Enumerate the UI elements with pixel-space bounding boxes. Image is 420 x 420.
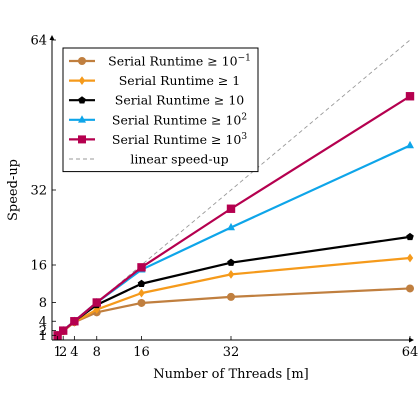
- data-point: [227, 269, 235, 279]
- legend-label-text: Serial Runtime ≥ 10: [108, 54, 238, 69]
- data-point: [406, 284, 414, 293]
- y-tick-label: 16: [30, 259, 47, 274]
- legend-entry-2: Serial Runtime ≥ 1: [69, 73, 240, 88]
- x-axis-label: Number of Threads [m]: [153, 367, 309, 382]
- x-tick-label: 1: [53, 345, 61, 360]
- legend-entry-3: Serial Runtime ≥ 10: [69, 93, 244, 108]
- y-axis-label: Speed-up: [6, 159, 21, 221]
- y-tick-label: 1: [39, 329, 47, 344]
- y-axis-arrow: [49, 35, 55, 40]
- series-line: [56, 144, 411, 337]
- data-point: [92, 298, 101, 307]
- data-point: [137, 298, 146, 307]
- legend-label-text: Serial Runtime ≥ 10: [112, 112, 242, 127]
- series-line: [56, 235, 411, 337]
- legend-label-exponent: 3: [241, 132, 247, 142]
- data-point: [138, 288, 145, 298]
- legend-label-exponent: 2: [241, 112, 247, 122]
- legend-label-text: Serial Runtime ≥ 10: [112, 132, 242, 147]
- legend-entry-1: Serial Runtime ≥ 10−1: [69, 54, 251, 69]
- data-point: [70, 317, 79, 326]
- legend-label-exponent: −1: [238, 54, 251, 64]
- data-point: [53, 331, 62, 340]
- data-point: [227, 258, 235, 266]
- data-point: [58, 326, 68, 335]
- legend-label: linear speed-up: [130, 152, 228, 167]
- data-point: [406, 140, 414, 149]
- data-point: [405, 92, 415, 101]
- y-tick-label: 32: [30, 184, 47, 199]
- y-tick-label: 2: [39, 324, 47, 339]
- series-3: [53, 232, 414, 339]
- legend-marker: [78, 115, 86, 123]
- data-point: [406, 253, 414, 263]
- legend-marker: [78, 76, 86, 85]
- legend-label: Serial Runtime ≥ 103: [112, 132, 247, 147]
- legend-entry-4: Serial Runtime ≥ 102: [69, 112, 247, 127]
- y-tick-label: 64: [30, 34, 47, 49]
- legend-marker: [78, 57, 86, 65]
- data-point: [227, 292, 235, 301]
- x-tick-label: 16: [133, 345, 150, 360]
- data-point: [93, 305, 100, 314]
- legend-label-text: linear speed-up: [130, 152, 228, 167]
- legend-box: [62, 47, 259, 173]
- data-point: [227, 222, 235, 231]
- legend-entry-5: Serial Runtime ≥ 103: [69, 132, 247, 147]
- data-point: [137, 279, 146, 287]
- x-tick-label: 2: [59, 345, 67, 360]
- legend-label: Serial Runtime ≥ 1: [119, 73, 241, 88]
- x-tick-label: 32: [223, 345, 240, 360]
- x-tick-label: 8: [93, 345, 101, 360]
- series-layer: [53, 39, 415, 340]
- axes-layer: [49, 35, 414, 343]
- legend-label: Serial Runtime ≥ 10: [115, 93, 245, 108]
- y-tick-label: 8: [39, 296, 47, 311]
- legend-label: Serial Runtime ≥ 10−1: [108, 54, 251, 69]
- y-tick-label: 4: [39, 315, 47, 330]
- legend-label: Serial Runtime ≥ 102: [112, 112, 247, 127]
- data-point: [226, 204, 236, 213]
- data-point: [406, 232, 414, 241]
- legend-label-text: Serial Runtime ≥ 1: [119, 73, 241, 88]
- series-5: [53, 92, 415, 340]
- x-tick-label: 64: [402, 345, 419, 360]
- data-point: [137, 263, 146, 272]
- legend-marker: [78, 135, 86, 144]
- legend-entry-6: linear speed-up: [69, 152, 229, 167]
- legend-label-text: Serial Runtime ≥ 10: [115, 93, 245, 108]
- legend-marker: [78, 96, 86, 104]
- x-tick-label: 4: [70, 345, 78, 360]
